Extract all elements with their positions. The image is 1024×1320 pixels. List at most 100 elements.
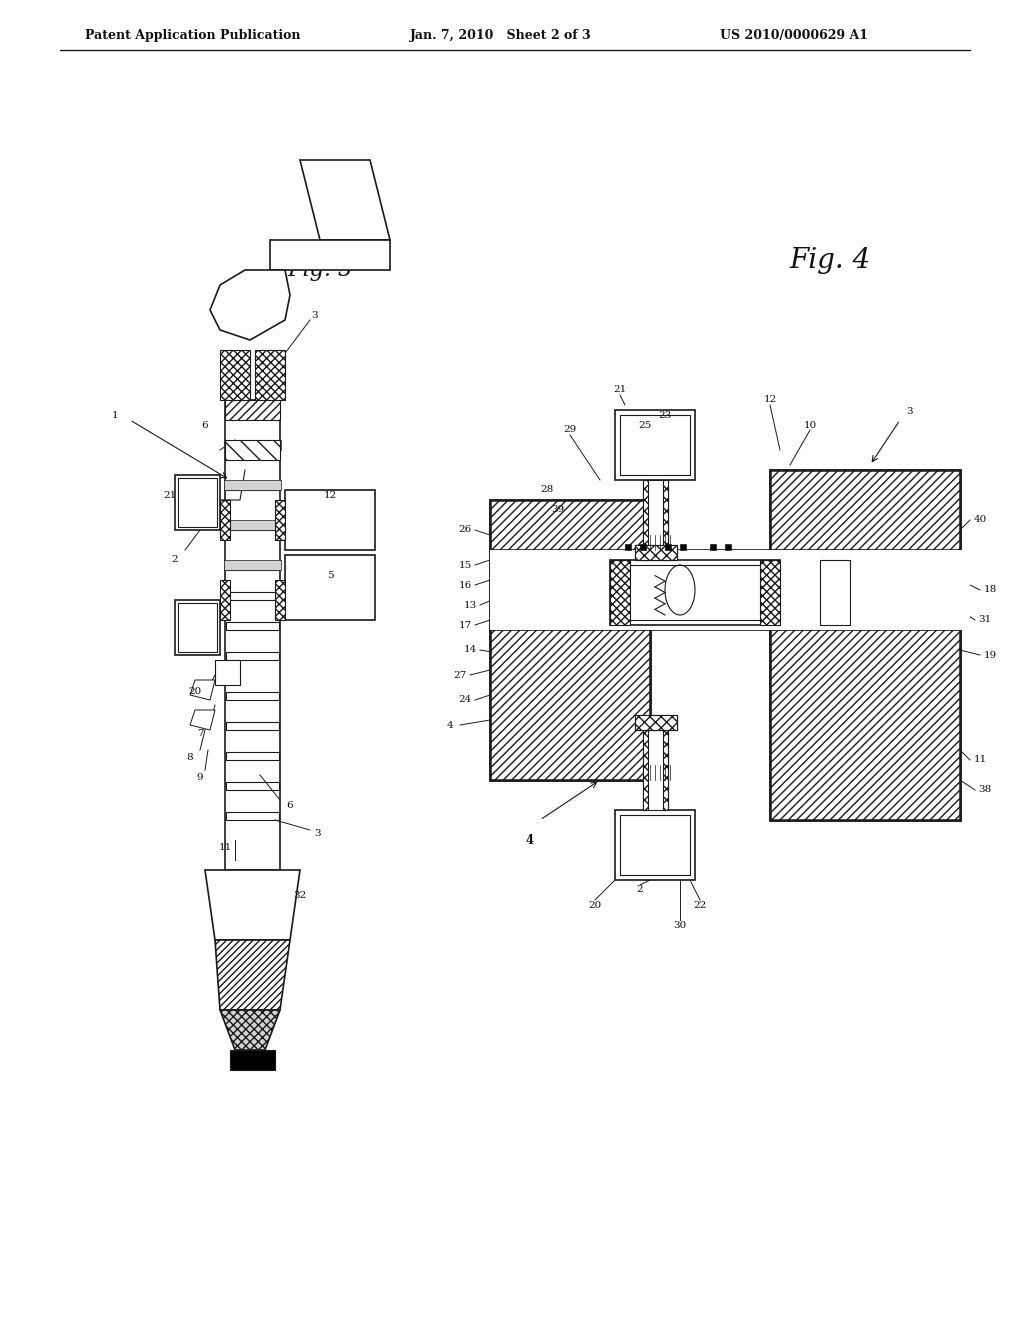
Text: 29: 29: [563, 425, 577, 434]
Bar: [770, 470, 961, 820]
Bar: [635, 545, 677, 560]
Bar: [663, 730, 668, 810]
Text: 1: 1: [112, 411, 119, 420]
Bar: [225, 440, 280, 459]
Bar: [225, 400, 280, 870]
Bar: [175, 475, 220, 531]
Bar: [643, 730, 648, 810]
Bar: [224, 480, 281, 490]
Text: 20: 20: [188, 688, 202, 697]
Bar: [226, 752, 279, 760]
Text: 6: 6: [287, 800, 293, 809]
Text: 30: 30: [674, 920, 687, 929]
Bar: [220, 500, 230, 540]
Text: 20: 20: [589, 900, 602, 909]
Bar: [665, 544, 671, 550]
Bar: [178, 603, 217, 652]
Bar: [255, 350, 285, 400]
Bar: [680, 544, 686, 550]
Bar: [770, 470, 961, 820]
Text: 40: 40: [974, 516, 987, 524]
Text: 25: 25: [638, 421, 651, 429]
Bar: [220, 350, 250, 400]
Polygon shape: [215, 940, 290, 1010]
Bar: [226, 521, 279, 531]
Bar: [285, 554, 375, 620]
Bar: [224, 520, 281, 531]
Bar: [625, 544, 631, 550]
Bar: [285, 490, 375, 550]
Bar: [760, 560, 780, 624]
Bar: [275, 500, 285, 540]
Bar: [215, 660, 240, 685]
Text: 38: 38: [978, 785, 991, 795]
Bar: [490, 500, 650, 780]
Text: 2: 2: [637, 886, 643, 895]
Text: 11: 11: [974, 755, 987, 764]
Bar: [725, 544, 731, 550]
Bar: [178, 478, 217, 527]
Bar: [225, 400, 280, 420]
Bar: [226, 562, 279, 570]
Bar: [635, 715, 677, 730]
Bar: [224, 560, 281, 570]
Bar: [224, 440, 281, 450]
Polygon shape: [190, 680, 215, 700]
Text: 19: 19: [983, 651, 996, 660]
Polygon shape: [205, 870, 300, 940]
Text: 21: 21: [613, 385, 627, 395]
Bar: [226, 692, 279, 700]
Text: 4: 4: [446, 721, 454, 730]
Bar: [620, 814, 690, 875]
Text: 14: 14: [464, 645, 476, 655]
Text: US 2010/0000629 A1: US 2010/0000629 A1: [720, 29, 868, 41]
Text: Jan. 7, 2010   Sheet 2 of 3: Jan. 7, 2010 Sheet 2 of 3: [410, 29, 592, 41]
Bar: [640, 544, 646, 550]
Text: 26: 26: [459, 525, 472, 535]
Bar: [226, 442, 279, 450]
Bar: [820, 560, 850, 624]
Bar: [490, 500, 650, 780]
Text: 24: 24: [459, 696, 472, 705]
Text: 11: 11: [218, 843, 231, 853]
Text: 32: 32: [293, 891, 306, 899]
Text: 21: 21: [164, 491, 176, 499]
Polygon shape: [220, 1010, 280, 1049]
Text: 3: 3: [314, 829, 322, 837]
Text: 23: 23: [658, 411, 672, 420]
Text: Fig. 3: Fig. 3: [288, 259, 352, 281]
Bar: [643, 730, 668, 810]
Bar: [890, 570, 961, 610]
Text: 5: 5: [327, 570, 334, 579]
Text: 12: 12: [324, 491, 337, 499]
Bar: [226, 722, 279, 730]
Bar: [663, 480, 668, 560]
Bar: [226, 482, 279, 490]
Bar: [490, 570, 540, 610]
Text: 28: 28: [541, 486, 554, 495]
Polygon shape: [270, 240, 390, 271]
Text: 3: 3: [311, 310, 318, 319]
Bar: [610, 560, 630, 624]
Bar: [630, 565, 760, 620]
Bar: [615, 411, 695, 480]
Bar: [226, 781, 279, 789]
Text: 4: 4: [526, 833, 535, 846]
Text: 12: 12: [763, 396, 776, 404]
Bar: [226, 591, 279, 601]
Text: 27: 27: [454, 671, 467, 680]
Bar: [610, 560, 780, 624]
Text: 6: 6: [202, 421, 208, 429]
Text: Fig. 4: Fig. 4: [790, 247, 870, 273]
Text: 3: 3: [906, 408, 913, 417]
Bar: [275, 579, 285, 620]
Bar: [710, 544, 716, 550]
Polygon shape: [490, 500, 650, 780]
Text: 17: 17: [459, 620, 472, 630]
Bar: [226, 652, 279, 660]
Bar: [620, 414, 690, 475]
Text: 9: 9: [197, 774, 204, 783]
Bar: [226, 622, 279, 630]
Bar: [230, 1049, 275, 1071]
Text: 7: 7: [197, 729, 204, 738]
